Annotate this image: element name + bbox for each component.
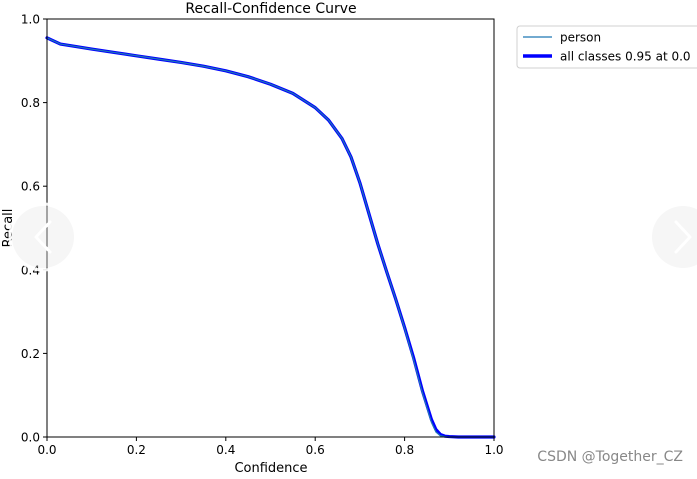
y-tick-label: 0.0 — [21, 431, 40, 445]
y-tick-label: 0.6 — [21, 180, 40, 194]
chevron-left-icon — [34, 220, 52, 254]
y-tick-label: 0.2 — [21, 347, 40, 361]
x-axis-label: Confidence — [234, 461, 307, 475]
x-axis-ticks: 0.0 0.2 0.4 0.6 0.8 1.0 — [37, 437, 504, 457]
series-layer — [45, 36, 496, 439]
legend-label-person: person — [560, 31, 601, 45]
chart-title: Recall-Confidence Curve — [185, 1, 356, 17]
x-tick-label: 0.6 — [306, 443, 325, 457]
y-axis-label: Recall — [1, 209, 16, 248]
x-tick-label: 1.0 — [484, 443, 503, 457]
y-tick-label: 0.8 — [21, 96, 40, 110]
legend-box — [516, 25, 697, 69]
prev-button-bg — [12, 206, 74, 268]
watermark: CSDN @Together_CZ — [537, 449, 683, 465]
x-tick-label: 0.8 — [395, 443, 414, 457]
next-slide-button[interactable] — [648, 202, 697, 272]
y-axis-ticks: 0.00.20.40.60.81.0 — [21, 13, 47, 445]
chevron-right-icon — [674, 220, 692, 254]
prev-button-ring — [8, 202, 78, 272]
x-tick-label: 0.2 — [127, 443, 146, 457]
next-button-bg — [652, 206, 697, 268]
plot-area — [47, 19, 494, 437]
legend: person all classes 0.95 at 0.0 — [516, 25, 697, 69]
plot-frame — [46, 18, 495, 438]
series-line-person — [46, 37, 495, 438]
legend-label-all-classes: all classes 0.95 at 0.0 — [560, 50, 691, 64]
x-tick-label: 0.0 — [37, 443, 56, 457]
prev-slide-button[interactable] — [8, 202, 78, 272]
x-tick-label: 0.4 — [216, 443, 235, 457]
next-button-ring — [648, 202, 697, 272]
y-tick-label: 1.0 — [21, 13, 40, 27]
